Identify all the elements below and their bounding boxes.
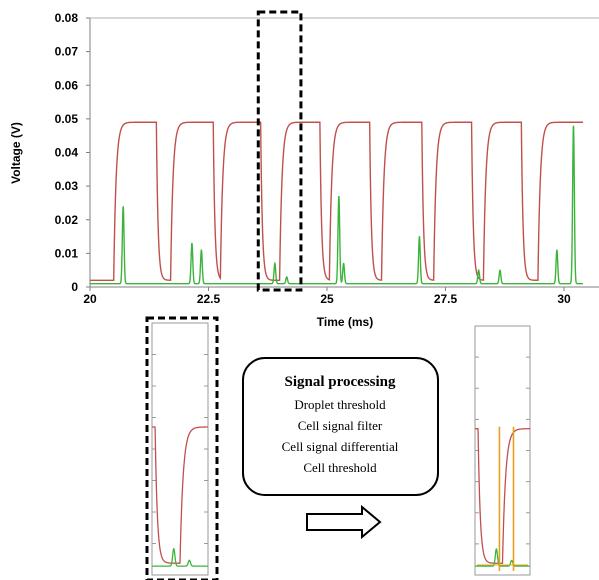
x-tick-label: 27.5 bbox=[434, 292, 458, 306]
x-tick-labels: 20 22.5 25 27.5 30 bbox=[83, 287, 571, 306]
y-tick-label: 0.07 bbox=[55, 45, 79, 59]
x-tick-label: 30 bbox=[557, 292, 571, 306]
inset-left-ticks bbox=[152, 354, 208, 544]
inset-droplet-line bbox=[475, 428, 530, 564]
y-tick-label: 0.02 bbox=[55, 213, 79, 227]
processing-box-frame bbox=[242, 357, 439, 496]
x-tick-label: 25 bbox=[320, 292, 334, 306]
inset-raw-droplet bbox=[145, 316, 219, 580]
y-tick-label: 0.03 bbox=[55, 179, 79, 193]
y-tick-labels: 0 0.01 0.02 0.03 0.04 0.05 0.06 0.07 0.08 bbox=[55, 11, 90, 294]
y-tick-label: 0.06 bbox=[55, 78, 79, 92]
series-line-droplet bbox=[90, 121, 583, 281]
inset-axes-frame bbox=[151, 322, 209, 576]
y-tick-label: 0.08 bbox=[55, 11, 79, 25]
y-tick-label: 0 bbox=[71, 280, 78, 294]
main-series-layer bbox=[90, 121, 583, 285]
y-tick-label: 0.04 bbox=[55, 146, 79, 160]
inset-cell-line bbox=[152, 547, 208, 567]
y-tick-label: 0.05 bbox=[55, 112, 79, 126]
processing-step-2: Cell signal filter bbox=[298, 418, 383, 433]
inset-droplet-line bbox=[152, 426, 209, 564]
x-axis-label: Time (ms) bbox=[317, 315, 373, 329]
inset-cell-line bbox=[475, 548, 530, 567]
processing-title: Signal processing bbox=[285, 374, 396, 390]
inset-right-ticks bbox=[475, 356, 530, 545]
inset-dashed-frame bbox=[145, 316, 219, 580]
x-tick-label: 22.5 bbox=[197, 292, 221, 306]
arrow-right-icon bbox=[306, 504, 382, 540]
inset-processed-droplet bbox=[474, 325, 531, 576]
processing-step-4: Cell threshold bbox=[303, 460, 377, 475]
main-plot-axes bbox=[89, 17, 599, 288]
inset-left-series bbox=[152, 426, 209, 567]
inset-right-series bbox=[475, 426, 530, 571]
series-line-cell bbox=[90, 125, 583, 285]
processing-step-3: Cell signal differential bbox=[282, 439, 399, 454]
highlight-dashed-box bbox=[256, 10, 303, 292]
y-tick-label: 0.01 bbox=[55, 246, 79, 260]
x-tick-label: 20 bbox=[83, 292, 97, 306]
y-axis-label: Voltage (V) bbox=[9, 122, 23, 184]
processing-step-1: Droplet threshold bbox=[294, 397, 386, 412]
signal-processing-box: Signal processing Droplet threshold Cell… bbox=[242, 357, 439, 496]
